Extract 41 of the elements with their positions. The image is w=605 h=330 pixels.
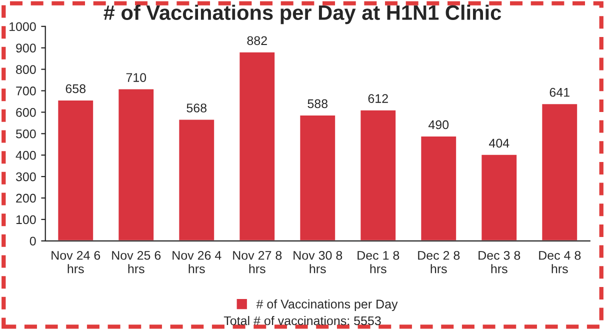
bar [56, 99, 94, 241]
y-tick-label: 0 [30, 236, 36, 246]
data-label: 490 [428, 120, 449, 130]
y-tick-label: 100 [16, 215, 36, 224]
x-tick-label: Nov 27 8 hrs [233, 250, 282, 274]
bar [420, 135, 458, 241]
data-label: 641 [550, 88, 570, 97]
y-tick-label: 600 [16, 108, 36, 117]
x-tick-label: Dec 1 8 hrs [358, 250, 400, 274]
text: Total # of vaccinations: 5553 [224, 316, 381, 326]
x-tick-label: Dec 2 8 hrs [418, 250, 460, 274]
y-tick-label: 200 [16, 194, 36, 203]
y-tick-label: 900 [16, 44, 36, 52]
data-label: 710 [126, 73, 146, 82]
data-label: 658 [66, 84, 86, 94]
bar [298, 114, 336, 241]
y-tick-label: 400 [16, 150, 36, 160]
y-tick-label: 300 [16, 172, 36, 182]
x-tick-label: Nov 26 4 hrs [172, 250, 222, 274]
data-label: 882 [247, 36, 267, 46]
x-tick-label: Nov 30 8 hrs [294, 250, 342, 274]
data-label: 612 [368, 94, 388, 103]
bar [178, 118, 216, 241]
x-tick-label: Dec 4 8 hrs [539, 250, 581, 274]
bar [480, 154, 518, 241]
bar [117, 88, 155, 241]
bar [540, 102, 578, 241]
data-label: 404 [488, 138, 510, 148]
legend-label: # of Vaccinations per Day [256, 299, 398, 311]
y-tick-label: 700 [16, 86, 36, 96]
chart-title: # of Vaccinations per Day at H1N1 Clinic [104, 4, 502, 24]
data-label: 588 [308, 99, 328, 108]
x-tick-label: Nov 24 6 hrs [52, 250, 100, 274]
x-tick-label: Dec 3 8 hrs [478, 250, 520, 274]
bar [359, 108, 397, 241]
y-tick-label: 800 [16, 65, 36, 74]
bar [238, 51, 276, 241]
y-tick-label: 500 [16, 129, 36, 138]
x-tick-label: Nov 25 6 hrs [112, 250, 161, 274]
data-label: 568 [186, 104, 207, 112]
y-tick-label: 1000 [9, 22, 36, 32]
